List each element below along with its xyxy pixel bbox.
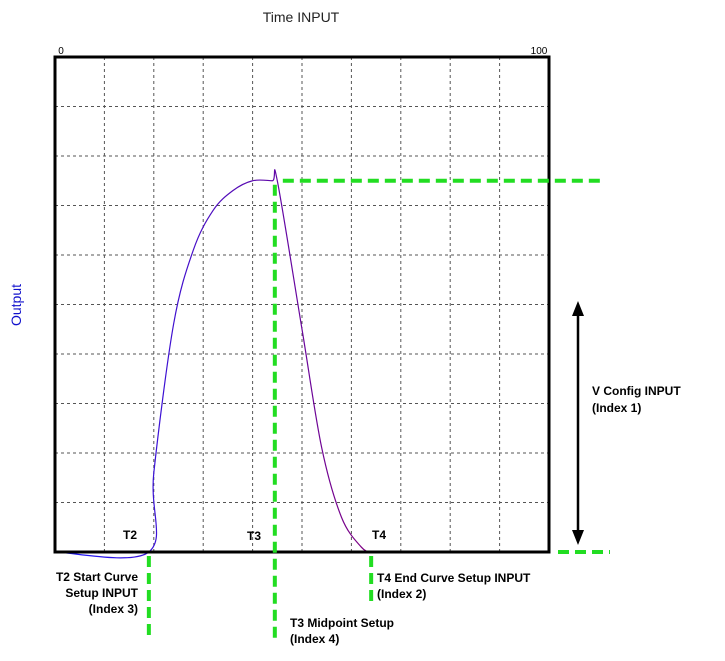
- v-range-arrow: [572, 301, 584, 545]
- plot-frame: [53, 55, 551, 554]
- x-tick-end: 100: [531, 46, 548, 57]
- t4-annotation-line2: (Index 2): [377, 587, 426, 601]
- marker-t2: T2: [123, 528, 137, 542]
- x-tick-start: 0: [58, 46, 64, 57]
- y-axis-label: Output: [8, 284, 24, 326]
- t2-annotation-line1: T2 Start Curve: [56, 570, 138, 584]
- grid-lines: [55, 57, 549, 552]
- t2-annotation-line2: Setup INPUT: [65, 586, 138, 600]
- chart-title: Time INPUT: [263, 9, 340, 25]
- t4-annotation-line1: T4 End Curve Setup INPUT: [377, 571, 531, 585]
- t2-annotation-line3: (Index 3): [89, 602, 138, 616]
- marker-t4: T4: [372, 528, 386, 542]
- t3-annotation-line1: T3 Midpoint Setup: [290, 616, 394, 630]
- guide-lines: [146, 178, 610, 640]
- marker-t3: T3: [247, 529, 261, 543]
- output-curve: [54, 169, 372, 559]
- v-annotation-line2: (Index 1): [592, 401, 641, 415]
- t3-annotation-line2: (Index 4): [290, 632, 339, 646]
- v-annotation-line1: V Config INPUT: [592, 384, 681, 398]
